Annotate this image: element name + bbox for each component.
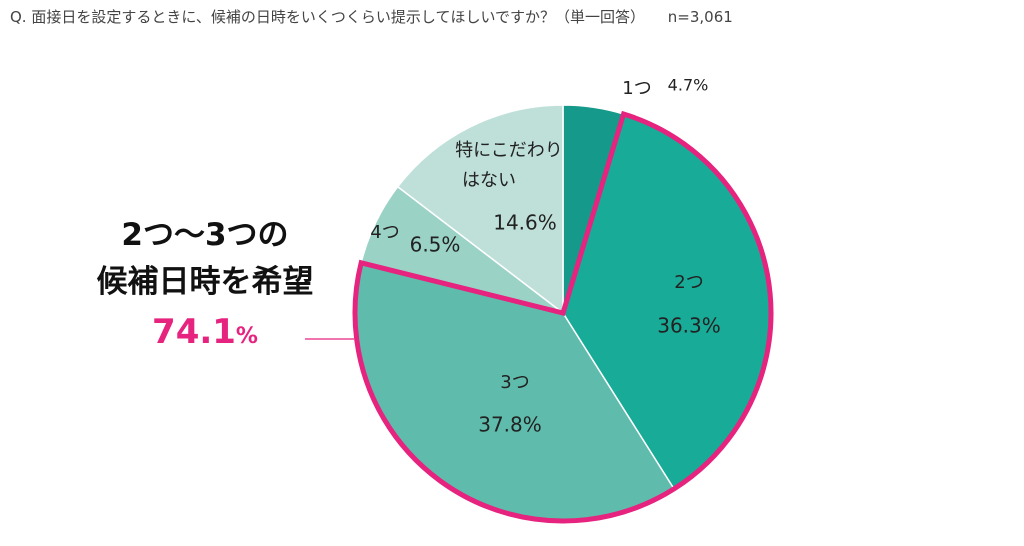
highlight-line-2: 候補日時を希望 xyxy=(96,264,314,300)
highlight-border xyxy=(352,110,774,524)
slice-label-2: 2つ xyxy=(674,272,703,293)
pie-slices xyxy=(354,104,772,522)
slice-label-5-line-1: 特にこだわり xyxy=(455,140,563,161)
highlight-value: 74.1 xyxy=(152,312,236,352)
slice-value-4: 6.5% xyxy=(410,233,461,257)
highlight-headline: 2つ〜3つの 候補日時を希望 xyxy=(60,212,350,306)
slice-value-2: 36.3% xyxy=(657,314,721,338)
slice-label-5-line-2: はない xyxy=(462,170,516,191)
highlight-share: 74.1% xyxy=(60,312,350,352)
slice-value-1: 4.7% xyxy=(668,76,709,95)
pie-slice-5 xyxy=(396,104,564,315)
highlight-unit: % xyxy=(235,324,258,349)
slice-label-1: 1つ xyxy=(622,78,651,99)
slice-label-4: 4つ xyxy=(370,222,399,243)
highlight-outline xyxy=(352,110,774,524)
sample-size: n=3,061 xyxy=(667,8,733,26)
slice-value-3: 37.8% xyxy=(478,413,542,437)
question-label: Q. 面接日を設定するときに、候補の日時をいくつくらい提示してほしいですか？（単… xyxy=(10,8,645,26)
question-text: Q. 面接日を設定するときに、候補の日時をいくつくらい提示してほしいですか？（単… xyxy=(10,6,733,27)
slice-value-5: 14.6% xyxy=(493,211,557,235)
highlight-line-1: 2つ〜3つの xyxy=(121,217,289,253)
slice-label-3: 3つ xyxy=(500,372,529,393)
